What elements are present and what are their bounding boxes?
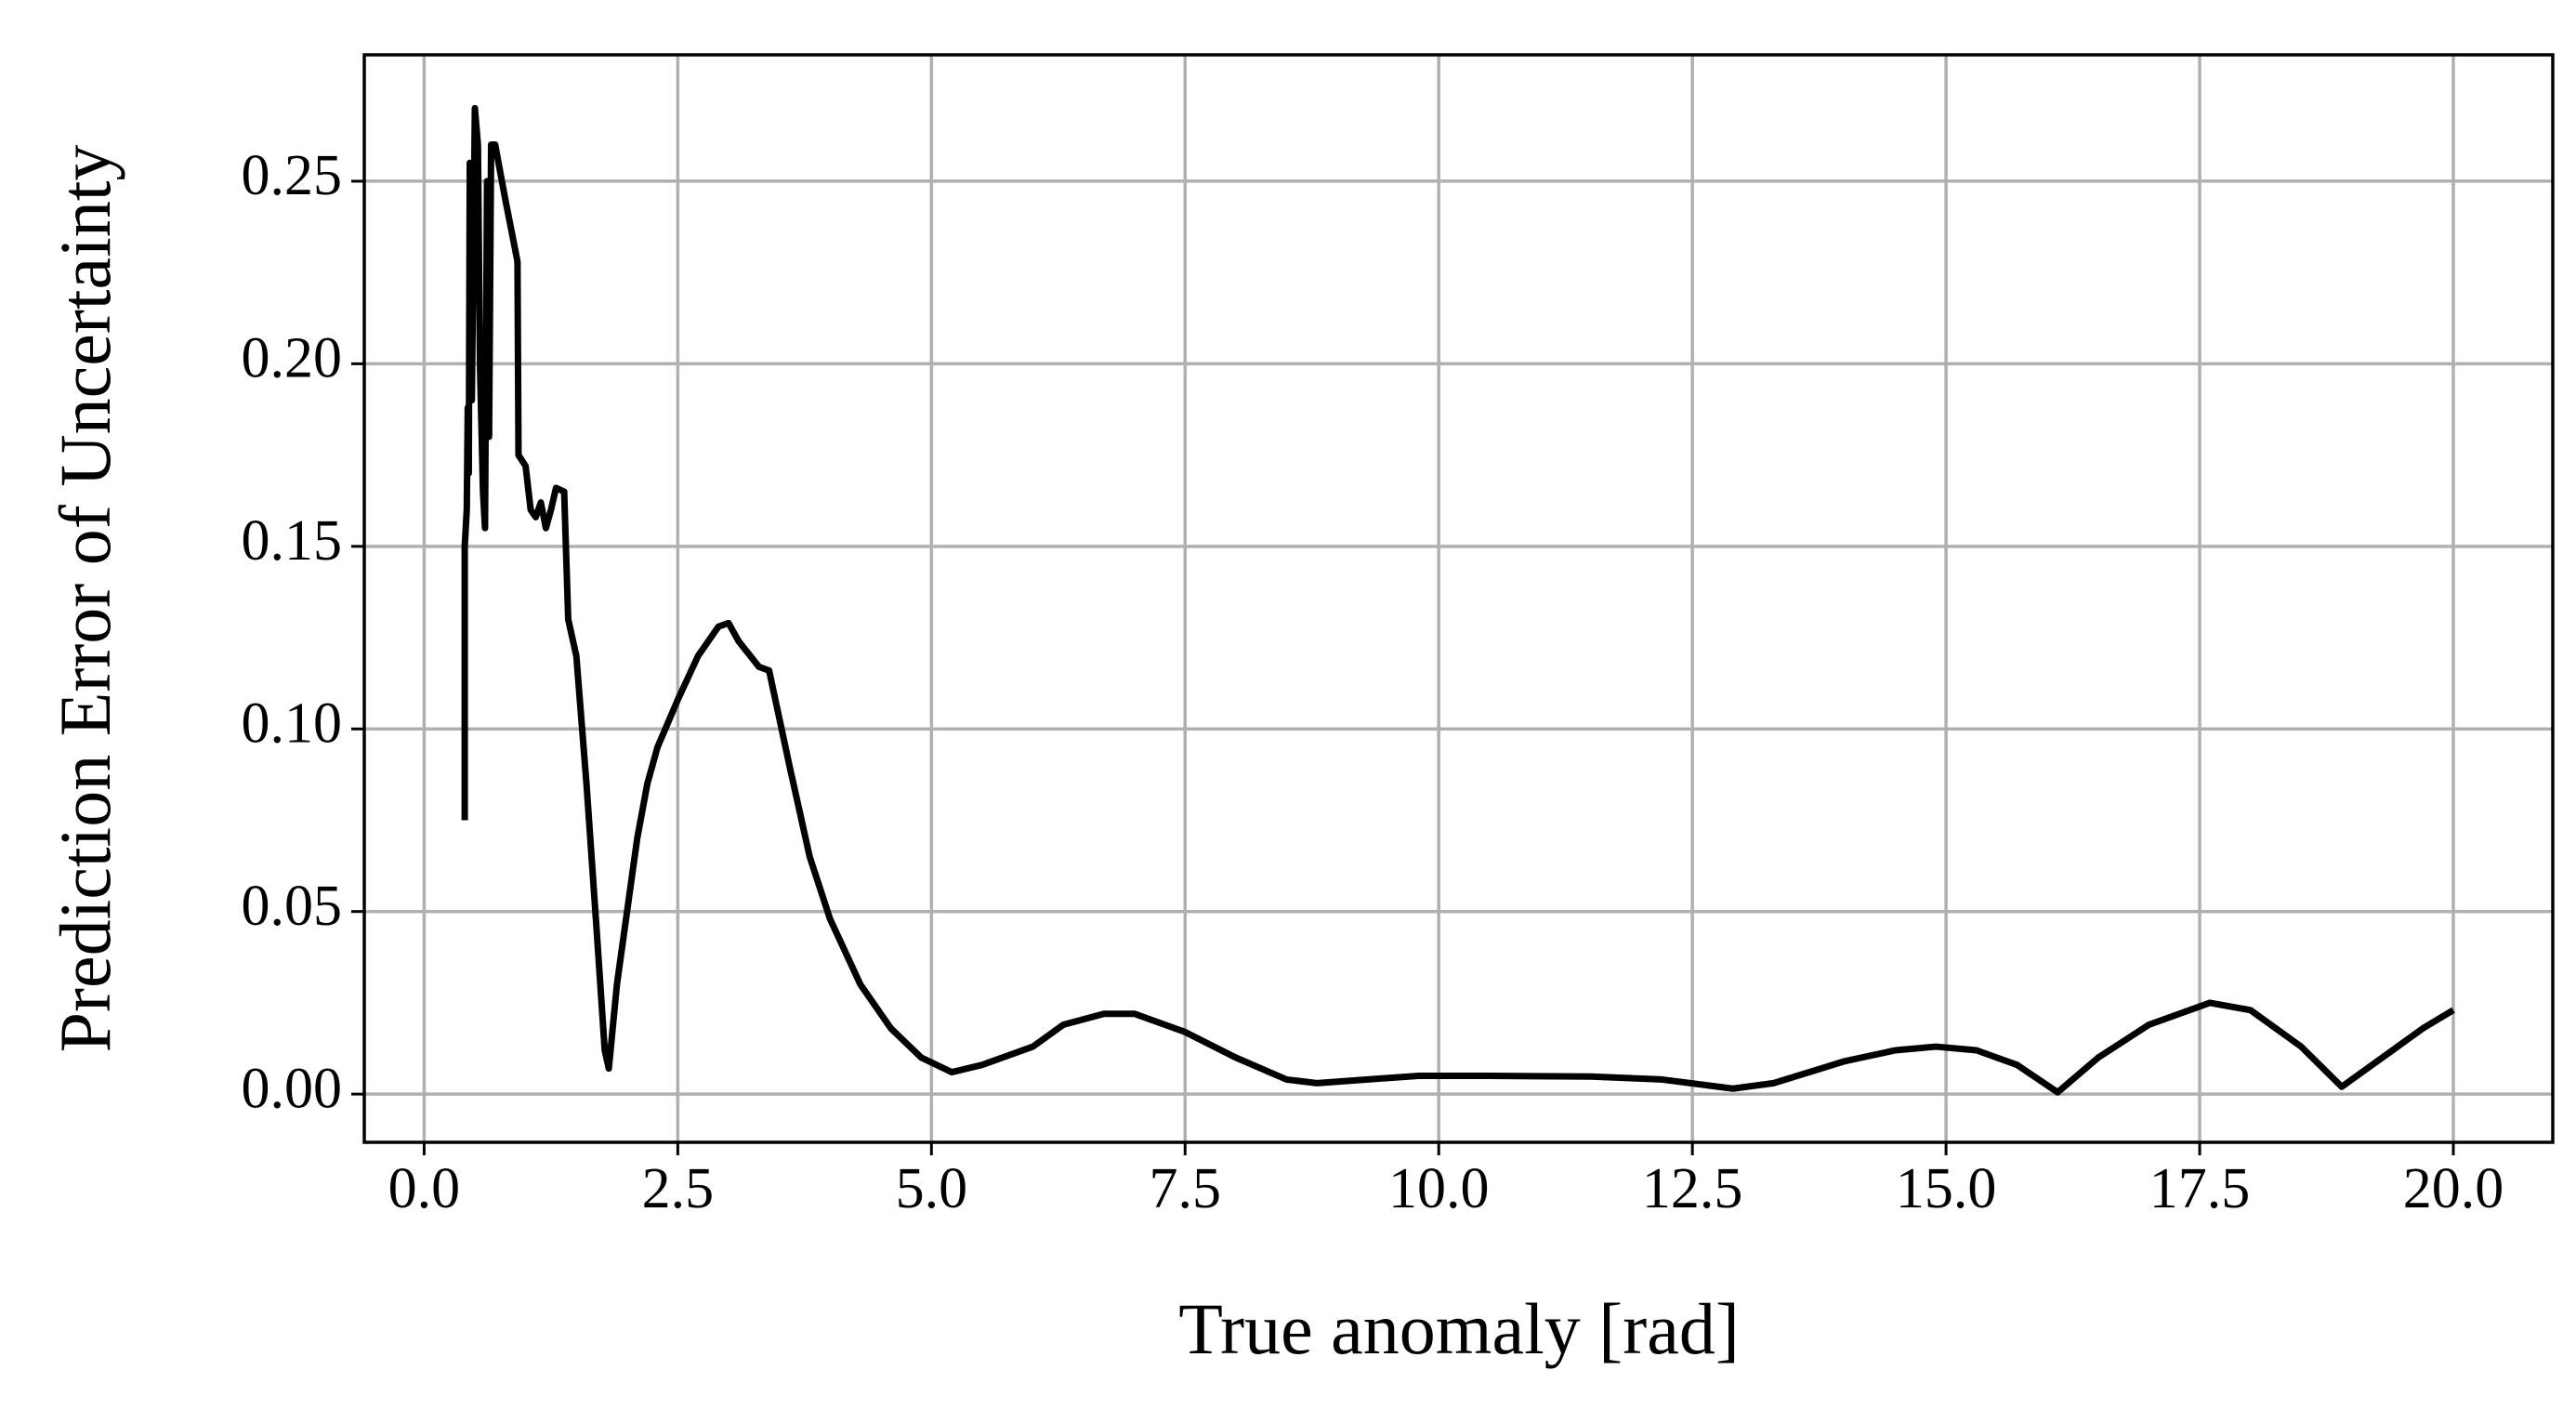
y-tick-label: 0.00	[242, 1057, 343, 1120]
x-tick-label: 0.0	[388, 1157, 461, 1220]
data-line	[461, 104, 2455, 1096]
x-tick-label: 10.0	[1388, 1157, 1490, 1220]
x-tick-label: 12.5	[1642, 1157, 1743, 1220]
x-tick-label: 20.0	[2403, 1157, 2504, 1220]
x-tick-label: 17.5	[2149, 1157, 2251, 1220]
x-axis-label: True anomaly [rad]	[1178, 1288, 1740, 1369]
y-tick-label: 0.25	[242, 144, 343, 207]
y-tick-label: 0.20	[242, 327, 343, 390]
y-tick-label: 0.15	[242, 509, 343, 573]
y-axis-label: Prediction Error of Uncertainty	[45, 145, 125, 1053]
x-tick-label: 5.0	[896, 1157, 968, 1220]
plot-frame	[362, 53, 2555, 1144]
x-tick-label: 15.0	[1896, 1157, 1997, 1220]
x-tick-label: 2.5	[642, 1157, 715, 1220]
y-tick-label: 0.10	[242, 692, 343, 755]
x-tick-label: 7.5	[1150, 1157, 1222, 1220]
y-tick-label: 0.05	[242, 875, 343, 938]
